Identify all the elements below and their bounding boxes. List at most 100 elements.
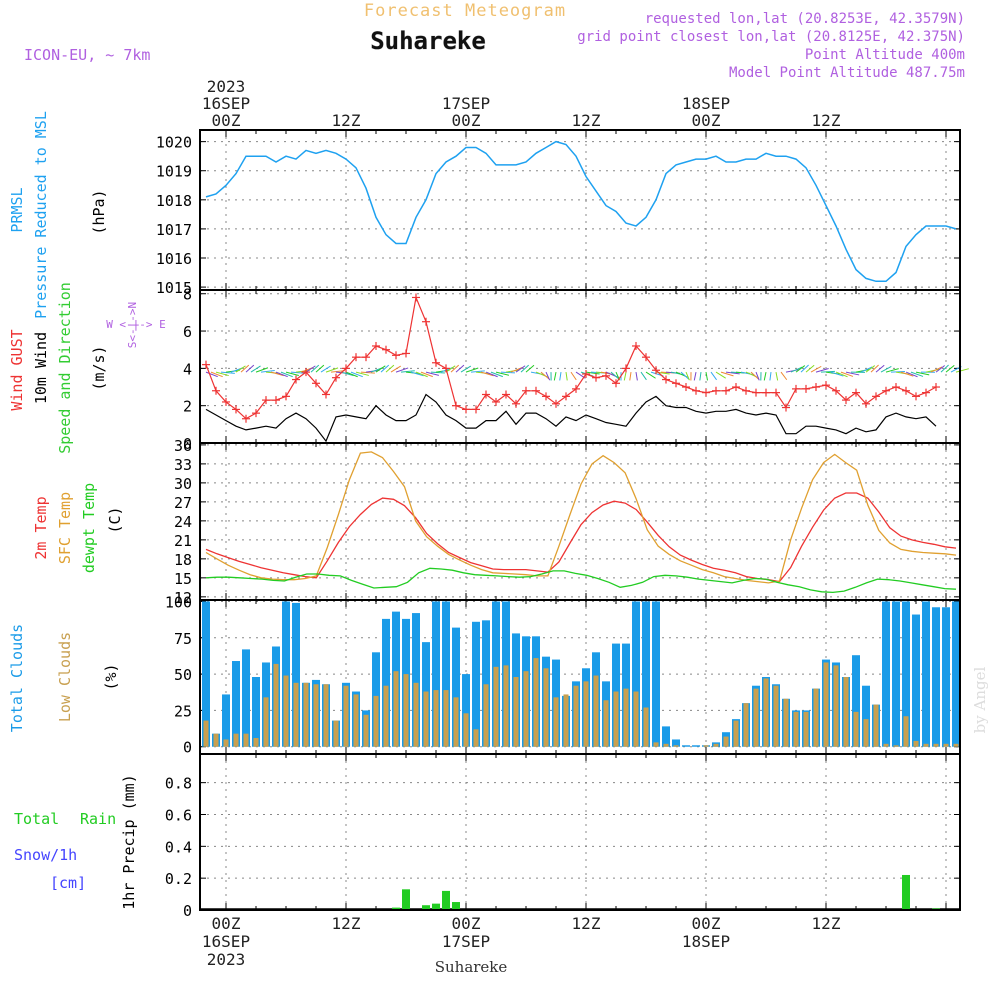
- gust-marker: [222, 397, 230, 406]
- wind-arrow: [315, 364, 325, 373]
- gust-marker: [652, 366, 660, 375]
- gust-marker: [922, 388, 930, 397]
- gust-marker: [862, 399, 870, 408]
- gust-marker: [732, 383, 740, 392]
- total-cloud-bar: [922, 601, 930, 747]
- wind-arrow: [715, 371, 726, 379]
- low-cloud-bar: [473, 729, 479, 747]
- total-cloud-bar: [482, 620, 490, 747]
- wind-arrow: [455, 364, 465, 373]
- y-tick-label: 75: [174, 630, 192, 648]
- wind-arrow: [425, 371, 440, 376]
- y-tick-label: 6: [183, 323, 192, 341]
- wind-arrow: [345, 371, 358, 378]
- wind-arrow: [310, 364, 320, 373]
- total-cloud-bar: [682, 745, 690, 747]
- wind-arrow: [305, 365, 316, 373]
- low-cloud-bar: [793, 711, 799, 747]
- gust-marker: [532, 386, 540, 395]
- bottom-time-label: 16SEP: [202, 932, 250, 951]
- top-time-label: 16SEP: [202, 94, 250, 113]
- wind-arrow: [525, 364, 535, 373]
- panel-labels: PRMSL Pressure Reduced to MSL (hPa) Wind GU…: [8, 111, 166, 910]
- gust-marker: [622, 364, 630, 373]
- gust-marker: [592, 373, 600, 382]
- total-cloud-bar: [692, 745, 700, 747]
- gust-marker: [632, 341, 640, 350]
- wind-arrow: [905, 371, 918, 378]
- top-time-label: 00Z: [212, 111, 241, 130]
- low-cloud-bar: [753, 688, 759, 747]
- rain-bar: [402, 889, 410, 910]
- low-cloud-bar: [563, 694, 569, 747]
- dewpt-label: dewpt Temp: [80, 483, 98, 573]
- total-cloud-bar: [892, 601, 900, 747]
- low-cloud-bar: [903, 716, 909, 747]
- wind-marks: [202, 293, 969, 443]
- chart-title: Forecast Meteogram: [364, 1, 566, 21]
- gust-marker: [402, 349, 410, 358]
- gust-marker: [232, 405, 240, 414]
- wind-arrow: [570, 371, 577, 381]
- total-cloud-bar: [912, 614, 920, 747]
- wind-arrow: [285, 371, 299, 376]
- gust-marker: [522, 386, 530, 395]
- low-cloud-bar: [933, 743, 939, 747]
- total-cloud-bar: [442, 601, 450, 747]
- y-tick-label: 1015: [156, 279, 192, 297]
- top-time-label: 12Z: [572, 111, 601, 130]
- low-cloud-bar: [833, 665, 839, 747]
- temp-line-2: [205, 567, 957, 594]
- low-cloud-bar: [503, 665, 509, 747]
- wind-arrow: [340, 371, 354, 377]
- gust-marker: [772, 388, 780, 397]
- y-tick-label: 4: [183, 360, 192, 378]
- low-cloud-bar: [703, 745, 709, 747]
- wind-arrow: [763, 371, 767, 381]
- y-tick-label: 21: [174, 532, 192, 550]
- total-cloud-bar: [462, 674, 470, 747]
- gust-marker: [722, 386, 730, 395]
- wind-arrow: [485, 371, 498, 378]
- low-cloud-bar: [293, 682, 299, 747]
- wind-unit: (m/s): [90, 345, 108, 390]
- gust-marker: [552, 399, 560, 408]
- low-cloud-bar: [863, 719, 869, 747]
- wind-arrow: [755, 371, 760, 381]
- rain-bar: [442, 890, 450, 910]
- y-tick-label: 24: [174, 513, 192, 531]
- gust-marker: [432, 358, 440, 367]
- wind-arrow: [635, 372, 638, 381]
- bottom-time-label: 12Z: [812, 914, 841, 933]
- gust-marker: [762, 388, 770, 397]
- total-cloud-bar: [432, 601, 440, 747]
- wind-arrow: [930, 366, 943, 373]
- low-cloud-bar: [663, 743, 669, 747]
- gust-marker: [882, 386, 890, 395]
- gust-marker: [392, 351, 400, 360]
- gust-marker: [412, 293, 420, 302]
- wind-arrow: [350, 371, 363, 378]
- y-tick-label: 15: [174, 570, 192, 588]
- wind-arrow: [430, 371, 445, 374]
- wind-arrow: [900, 371, 914, 377]
- wind-dir-label: Speed and Direction: [56, 282, 74, 454]
- low-clouds-label: Low Clouds: [56, 632, 74, 722]
- low-cloud-bar: [723, 736, 729, 747]
- gust-marker: [802, 384, 810, 393]
- wind-arrow: [910, 371, 924, 377]
- low-cloud-bar: [633, 691, 639, 747]
- y-tick-label: 33: [174, 456, 192, 474]
- low-cloud-bar: [773, 685, 779, 747]
- wind-arrow: [720, 371, 734, 377]
- low-cloud-bar: [883, 743, 889, 747]
- gust-marker: [282, 392, 290, 401]
- total-cloud-bar: [662, 726, 670, 747]
- gust-marker: [542, 392, 550, 401]
- gust-marker: [842, 396, 850, 405]
- wind-arrow: [780, 371, 788, 381]
- low-cloud-bar: [393, 671, 399, 747]
- bottom-time-label: 12Z: [572, 914, 601, 933]
- wind-arrow: [693, 371, 697, 381]
- low-cloud-bar: [363, 714, 369, 747]
